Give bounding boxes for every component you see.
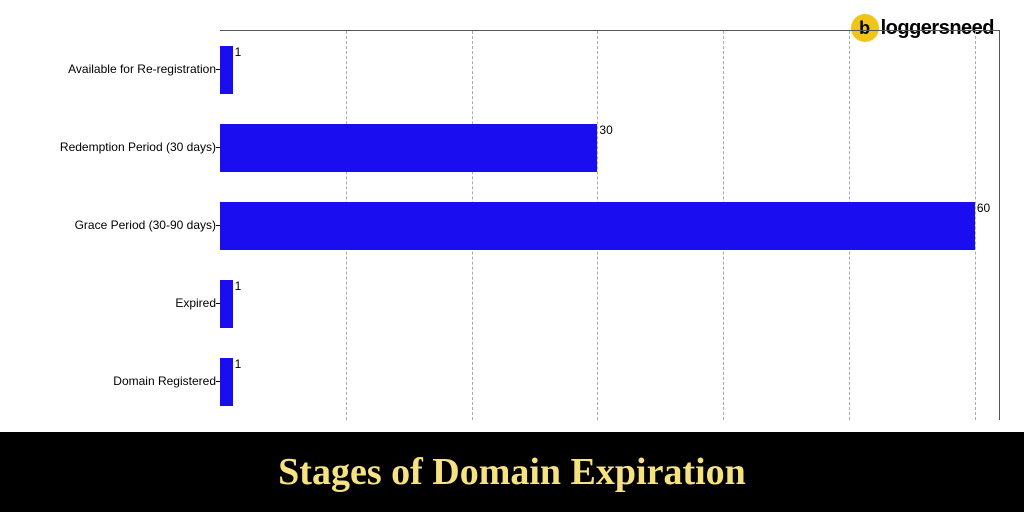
bar [220,46,233,94]
y-axis-label: Grace Period (30-90 days) [16,218,216,232]
bar-value-label: 1 [235,45,242,59]
y-axis-label: Available for Re-registration [16,62,216,76]
bar-value-label: 30 [599,123,612,137]
bar-row: 1 [220,265,241,343]
bar-value-label: 60 [977,201,990,215]
bar [220,280,233,328]
bar [220,358,233,406]
chart-plot-area: 1 30 60 1 1 [220,30,1000,420]
chart-title: Stages of Domain Expiration [278,450,746,494]
bar-row: 30 [220,109,613,187]
y-axis-label: Redemption Period (30 days) [16,140,216,154]
y-axis-tick [216,147,220,148]
title-band: Stages of Domain Expiration [0,432,1024,512]
y-axis-label: Domain Registered [16,374,216,388]
bar [220,124,597,172]
y-axis-label: Expired [16,296,216,310]
bar-row: 60 [220,187,990,265]
bar-row: 1 [220,343,241,421]
bar-value-label: 1 [235,357,242,371]
y-axis-tick [216,69,220,70]
bar [220,202,975,250]
bar-row: 1 [220,31,241,109]
bar-value-label: 1 [235,279,242,293]
y-axis-tick [216,303,220,304]
y-axis-tick [216,225,220,226]
y-axis-tick [216,381,220,382]
